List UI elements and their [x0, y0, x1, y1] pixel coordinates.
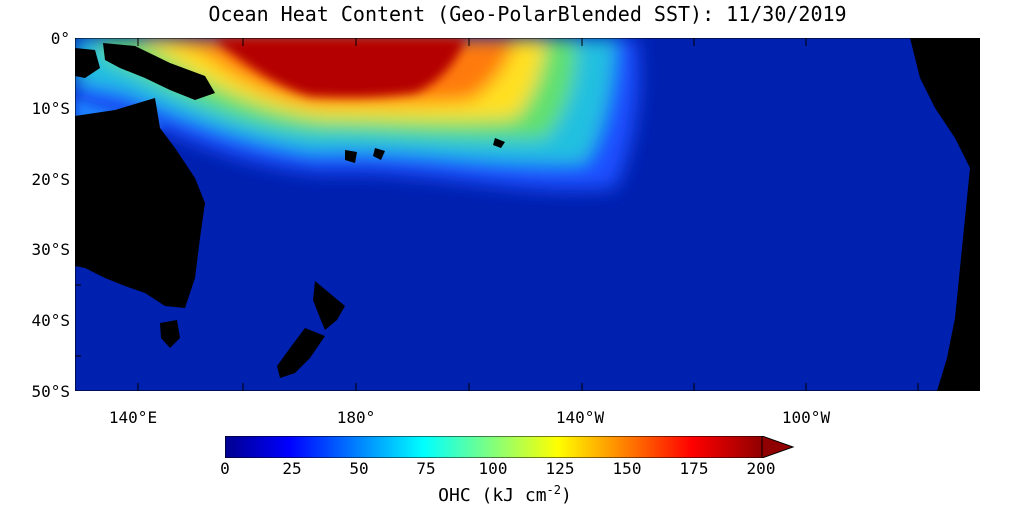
colorbar-unit-label: OHC (kJ cm-2) [395, 480, 615, 506]
unit-exponent: -2 [546, 483, 561, 497]
lat-label-0: 0° [50, 29, 70, 48]
colorbar-tick-100: 100 [478, 459, 508, 478]
colorbar-tick-175: 175 [679, 459, 709, 478]
lat-ticks [75, 72, 980, 357]
land-masses [75, 38, 980, 391]
unit-main: OHC (kJ cm [438, 485, 547, 506]
lon-ticks [137, 38, 919, 391]
lon-label-140e: 140°E [108, 408, 158, 427]
lon-label-140w: 140°W [555, 408, 605, 427]
colorbar [225, 436, 795, 458]
colorbar-gradient [225, 436, 763, 458]
lat-label-20s: 20°S [31, 170, 70, 189]
colorbar-tick-50: 50 [349, 459, 369, 478]
map-title: Ocean Heat Content (Geo-PolarBlended SST… [208, 2, 847, 26]
colorbar-tick-200: 200 [746, 459, 776, 478]
colorbar-tick-25: 25 [282, 459, 302, 478]
lon-label-100w: 100°W [781, 408, 831, 427]
lat-label-30s: 30°S [31, 240, 70, 259]
colorbar-tick-125: 125 [545, 459, 575, 478]
lon-label-180: 180° [336, 408, 376, 427]
colorbar-overflow-arrow [761, 436, 795, 458]
colorbar-tick-75: 75 [416, 459, 436, 478]
lat-label-40s: 40°S [31, 311, 70, 330]
colorbar-tick-0: 0 [220, 459, 230, 478]
unit-close: ) [560, 485, 572, 506]
ohc-map [75, 38, 980, 391]
colorbar-tick-150: 150 [612, 459, 642, 478]
lat-label-50s: 50°S [31, 382, 70, 401]
lat-label-10s: 10°S [31, 99, 70, 118]
